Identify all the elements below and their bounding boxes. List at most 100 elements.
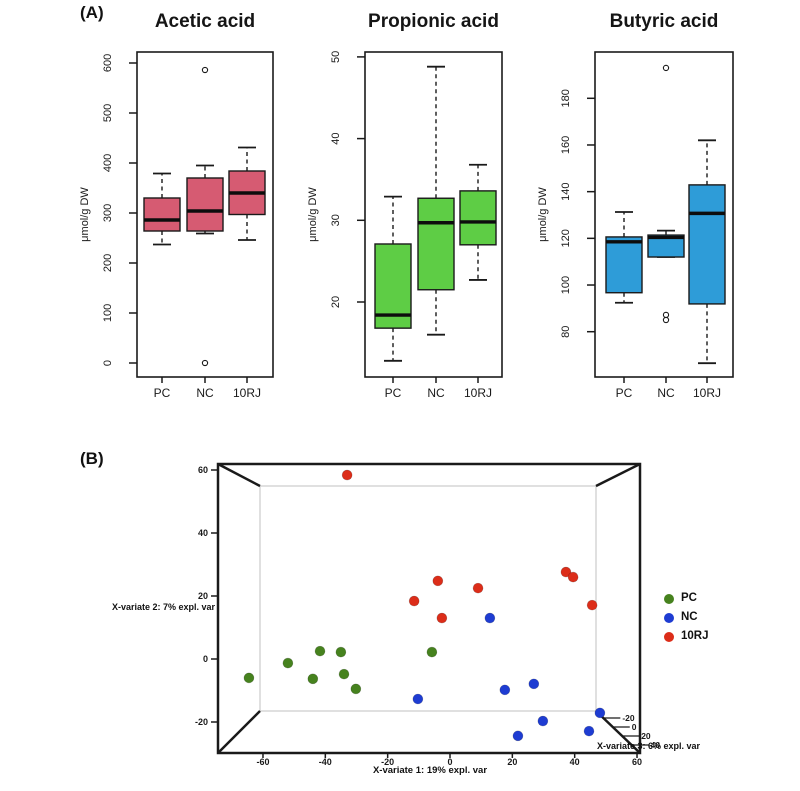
scatter-series-PC — [243, 645, 438, 695]
chart-title-acetic: Acetic acid — [154, 11, 256, 32]
x-tick-label: NC — [657, 386, 675, 400]
y-tick-label: 600 — [102, 54, 114, 72]
scatter-point-PC — [282, 657, 294, 669]
scatter-x-tick-label: 40 — [570, 757, 580, 767]
y-tick-label: 140 — [560, 182, 572, 200]
box-PC — [605, 236, 643, 294]
scatter-point-NC — [528, 678, 540, 690]
y-tick-label: 100 — [102, 304, 114, 322]
panel-b-label: (B) — [80, 449, 104, 468]
x-tick-label: NC — [427, 386, 445, 400]
scatter-x-tick-label: 60 — [632, 757, 642, 767]
y-tick-label: 0 — [102, 360, 114, 366]
scatter-point-NC — [412, 693, 424, 705]
scatter-x-tick-label: -40 — [319, 757, 332, 767]
box-PC — [143, 197, 181, 232]
scatter-z-tick-label: 20 — [641, 731, 651, 741]
legend-dot-nc — [664, 612, 674, 623]
y-tick-label: 30 — [330, 214, 342, 226]
y-tick-label: 180 — [560, 89, 572, 107]
scatter-point-10RJ — [408, 595, 420, 607]
scatter-z-axis-title: X-variate 3: 6% expl. var — [597, 741, 701, 751]
scatter-point-PC — [243, 672, 255, 684]
scatter-z-tick-label: -20 — [622, 713, 635, 723]
box-10RJ — [459, 190, 497, 246]
outlier-point — [662, 316, 670, 324]
box-front-face — [216, 462, 642, 755]
chart-title-butyric: Butyric acid — [609, 11, 719, 32]
scatter-point-10RJ — [567, 571, 579, 583]
scatter-x-tick-label: 20 — [507, 757, 517, 767]
scatter-z-tick-label: 40 — [651, 740, 661, 750]
scatter-legend: PC NC 10RJ — [664, 589, 709, 646]
scatter-y-tick-label: 20 — [198, 591, 208, 601]
legend-dot-10rj — [664, 631, 674, 642]
scatter-y-tick-label: -20 — [195, 717, 208, 727]
legend-item-10rj: 10RJ — [664, 627, 709, 646]
scatter-y-axis-title: X-variate 2: 7% expl. var — [111, 602, 215, 612]
legend-label-nc: NC — [681, 610, 698, 623]
scatter-x-tick-label: 0 — [447, 757, 452, 767]
scatter-point-PC — [314, 645, 326, 657]
y-tick-label: 100 — [560, 276, 572, 294]
y-tick-label: 120 — [560, 229, 572, 247]
boxplot-acetic: 0 100 200 300 400 500 600 μmol/g DW PC NC 10RJ — [79, 51, 274, 400]
scatter-point-PC — [338, 668, 350, 680]
scatter-x-tick-label: -60 — [256, 757, 269, 767]
x-tick-label: 10RJ — [464, 386, 492, 400]
box-edge — [595, 710, 641, 754]
box-NC — [186, 177, 224, 232]
scatter-point-NC — [537, 715, 549, 727]
box-edge — [595, 462, 641, 488]
legend-item-pc: PC — [664, 589, 709, 608]
scatter-point-PC — [335, 646, 347, 658]
scatter-x-axis-title: X-variate 1: 19% expl. var — [372, 765, 488, 776]
scatter-y-tick-label: 0 — [203, 654, 208, 664]
legend-dot-pc — [664, 593, 674, 604]
x-tick-label: PC — [154, 386, 171, 400]
scatter-point-10RJ — [560, 566, 572, 578]
legend-label-10rj: 10RJ — [681, 629, 709, 642]
y-tick-label: 80 — [560, 326, 572, 338]
legend-label-pc: PC — [681, 591, 697, 604]
scatter-point-10RJ — [586, 599, 598, 611]
scatter-point-PC — [350, 683, 362, 695]
chart-title-propionic: Propionic acid — [368, 11, 499, 32]
scatter-point-NC — [512, 730, 524, 742]
y-tick-label: 20 — [330, 296, 342, 308]
scatter-point-NC — [583, 725, 595, 737]
scatter-point-10RJ — [341, 469, 353, 481]
scatter-point-10RJ — [472, 582, 484, 594]
y-axis-title: μmol/g DW — [79, 187, 91, 242]
scatter-y-tick-label: 40 — [198, 528, 208, 538]
x-tick-label: 10RJ — [233, 386, 261, 400]
boxplot-butyric: 80 100 120 140 160 180 μmol/g DW PC NC 10RJ — [537, 51, 734, 400]
box-edge — [217, 710, 261, 754]
scatter-z-tick-label: 0 — [632, 722, 637, 732]
scatter-point-NC — [499, 684, 511, 696]
scatter-x-tick-label: -20 — [381, 757, 394, 767]
x-tick-label: 10RJ — [693, 386, 721, 400]
y-axis-title: μmol/g DW — [537, 187, 549, 242]
scatter-series-NC — [412, 612, 606, 742]
y-tick-label: 200 — [102, 254, 114, 272]
boxplot-propionic: 20 30 40 50 μmol/g DW PC NC 10RJ — [307, 51, 503, 400]
scatter-point-10RJ — [432, 575, 444, 587]
scatter-point-PC — [426, 646, 438, 658]
x-tick-label: NC — [196, 386, 214, 400]
x-tick-label: PC — [385, 386, 402, 400]
outlier-point — [201, 66, 209, 74]
scatter-series-10RJ — [341, 469, 598, 624]
box-10RJ — [688, 184, 726, 305]
box-edge — [217, 462, 261, 488]
scatter-y-tick-label: 60 — [198, 465, 208, 475]
panel-a-label: (A) — [80, 3, 104, 22]
box-NC — [417, 197, 455, 291]
y-tick-label: 300 — [102, 204, 114, 222]
y-tick-label: 40 — [330, 132, 342, 144]
outlier-point — [662, 64, 670, 72]
x-tick-label: PC — [616, 386, 633, 400]
